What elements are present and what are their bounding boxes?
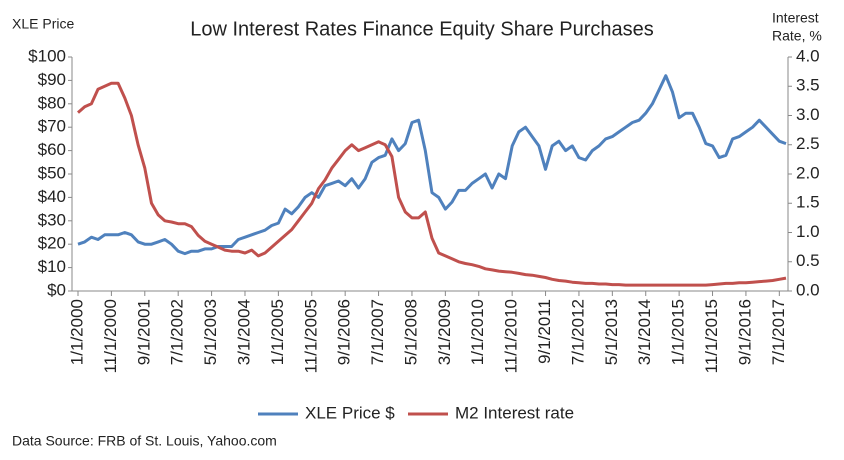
y-tick-label: $20 <box>38 234 66 253</box>
y-tick-label: $90 <box>38 70 66 89</box>
source-note: Data Source: FRB of St. Louis, Yahoo.com <box>12 433 277 449</box>
x-tick-label: 11/1/2010 <box>502 299 521 373</box>
y2-tick-label: 0.0 <box>796 280 820 299</box>
y-axis-title: XLE Price <box>12 16 74 32</box>
x-tick-label: 1/1/2015 <box>669 299 688 365</box>
y2-tick-label: 4.0 <box>796 46 820 65</box>
y-tick-label: $60 <box>38 140 66 159</box>
x-tick-label: 7/1/2012 <box>568 299 587 365</box>
legend-label: M2 Interest rate <box>455 403 574 422</box>
x-tick-label: 11/1/2000 <box>101 299 120 373</box>
chart-title: Low Interest Rates Finance Equity Share … <box>190 18 654 40</box>
y2-axis-title: Interest <box>772 10 819 26</box>
x-tick-label: 9/1/2016 <box>735 299 754 365</box>
y2-tick-label: 0.5 <box>796 251 820 270</box>
x-tick-label: 11/1/2005 <box>301 299 320 373</box>
x-tick-label: 1/1/2010 <box>468 299 487 365</box>
y2-tick-label: 2.5 <box>796 134 820 153</box>
x-tick-label: 11/1/2015 <box>702 299 721 373</box>
y-tick-label: $70 <box>38 117 66 136</box>
x-tick-label: 7/1/2007 <box>368 299 387 365</box>
y-tick-label: $30 <box>38 210 66 229</box>
y-tick-label: $50 <box>38 163 66 182</box>
series-line <box>77 74 787 256</box>
y2-axis-title: Rate, % <box>772 28 822 44</box>
x-tick-label: 7/1/2002 <box>168 299 187 365</box>
x-tick-label: 5/1/2003 <box>201 299 220 365</box>
x-tick-label: 5/1/2008 <box>401 299 420 365</box>
x-tick-label: 9/1/2011 <box>535 299 554 364</box>
legend-label: XLE Price $ <box>305 403 395 422</box>
y2-tick-label: 1.5 <box>796 193 820 212</box>
x-tick-label: 3/1/2014 <box>635 299 654 365</box>
y-tick-label: $0 <box>47 280 66 299</box>
x-tick-label: 1/1/2000 <box>67 299 86 365</box>
x-tick-label: 7/1/2017 <box>769 299 788 365</box>
y-tick-label: $10 <box>38 257 66 276</box>
y2-tick-label: 1.0 <box>796 222 820 241</box>
y-tick-label: $80 <box>38 93 66 112</box>
y-tick-label: $40 <box>38 187 66 206</box>
series-line <box>77 81 787 287</box>
y2-tick-label: 2.0 <box>796 163 820 182</box>
x-tick-label: 3/1/2004 <box>234 299 253 365</box>
y2-tick-label: 3.0 <box>796 105 820 124</box>
y-tick-label: $100 <box>28 46 66 65</box>
x-tick-label: 9/1/2001 <box>134 299 153 365</box>
x-tick-label: 3/1/2009 <box>435 299 454 365</box>
y2-tick-label: 3.5 <box>796 76 820 95</box>
x-tick-label: 1/1/2005 <box>268 299 287 365</box>
x-tick-label: 9/1/2006 <box>335 299 354 365</box>
x-tick-label: 5/1/2013 <box>602 299 621 365</box>
